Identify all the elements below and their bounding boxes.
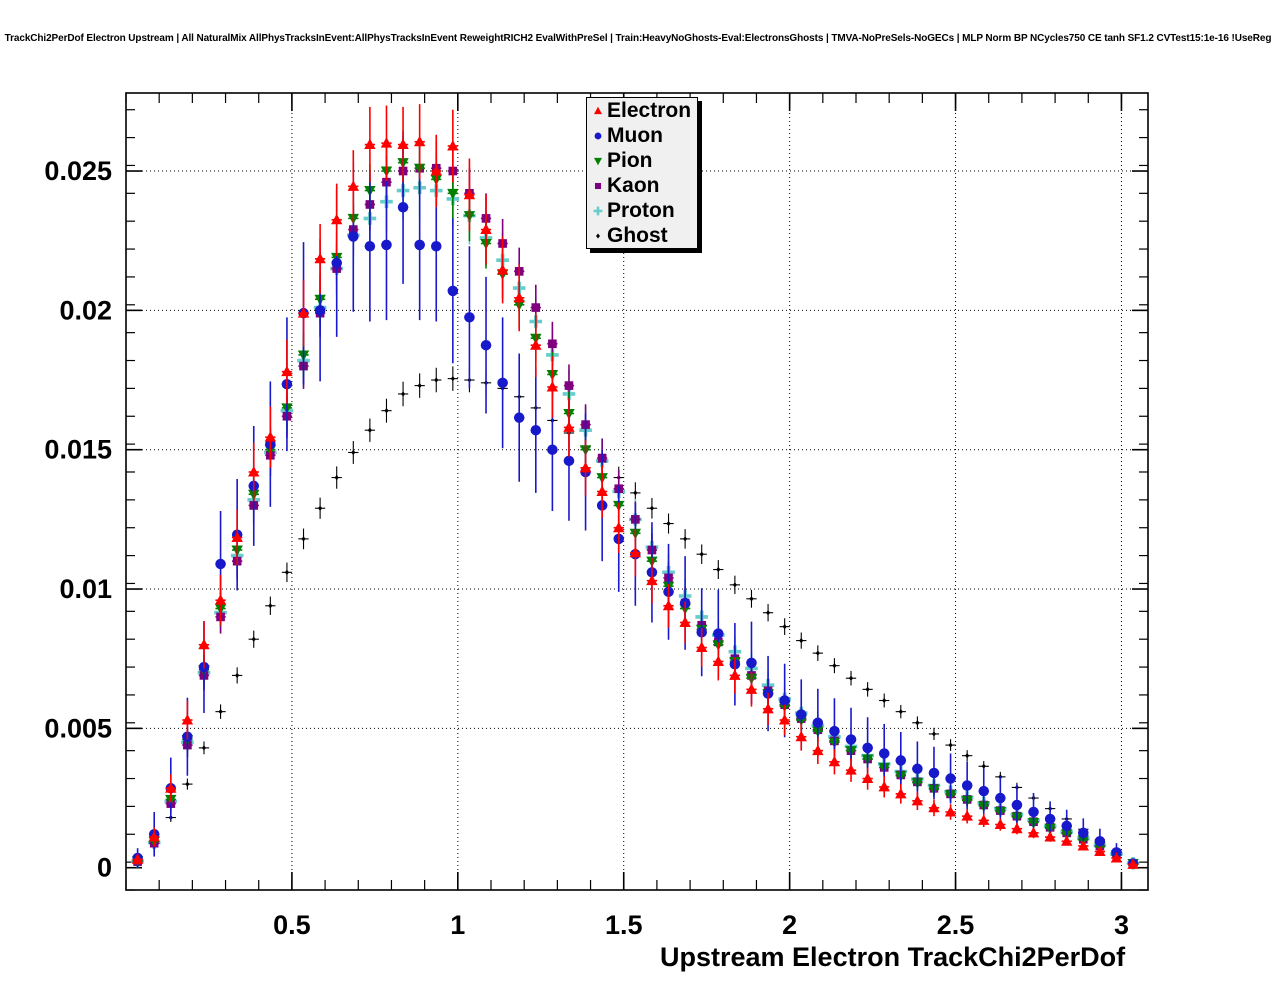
legend-item-muon[interactable]: Muon bbox=[587, 123, 697, 148]
triangle-up-icon bbox=[590, 103, 606, 119]
cross-icon bbox=[590, 203, 606, 219]
y-tick-label: 0.01 bbox=[59, 574, 112, 604]
x-tick-label: 0.5 bbox=[273, 910, 311, 940]
y-tick-label: 0.005 bbox=[44, 713, 112, 743]
legend-label: Ghost bbox=[607, 224, 668, 247]
x-tick-label: 2 bbox=[782, 910, 797, 940]
square-icon bbox=[590, 178, 606, 194]
triangle-down-icon bbox=[590, 153, 606, 169]
y-tick-label: 0.02 bbox=[59, 295, 112, 325]
legend-label: Proton bbox=[607, 199, 675, 222]
legend-label: Pion bbox=[607, 149, 653, 172]
legend: Electron Muon Pion Kaon Proton Ghost bbox=[586, 97, 698, 249]
legend-item-ghost[interactable]: Ghost bbox=[587, 223, 697, 248]
legend-label: Electron bbox=[607, 99, 692, 122]
y-tick-label: 0.015 bbox=[44, 435, 112, 465]
legend-item-kaon[interactable]: Kaon bbox=[587, 173, 697, 198]
circle-icon bbox=[590, 128, 606, 144]
x-tick-label: 1 bbox=[450, 910, 465, 940]
series-electron bbox=[131, 104, 1139, 869]
x-tick-label: 3 bbox=[1114, 910, 1129, 940]
legend-label: Muon bbox=[607, 124, 663, 147]
y-tick-label: 0.025 bbox=[44, 156, 112, 186]
legend-item-pion[interactable]: Pion bbox=[587, 148, 697, 173]
series-muon bbox=[132, 130, 1139, 869]
diamond-icon bbox=[590, 228, 606, 244]
x-axis-title: Upstream Electron TrackChi2PerDof bbox=[660, 942, 1126, 972]
plot-frame bbox=[125, 92, 1149, 891]
y-tick-label: 0 bbox=[97, 853, 112, 883]
x-tick-label: 1.5 bbox=[605, 910, 643, 940]
legend-label: Kaon bbox=[607, 174, 660, 197]
legend-item-proton[interactable]: Proton bbox=[587, 198, 697, 223]
page-title: TrackChi2PerDof Electron Upstream | All … bbox=[4, 33, 1272, 44]
x-tick-label: 2.5 bbox=[937, 910, 975, 940]
legend-item-electron[interactable]: Electron bbox=[587, 98, 697, 123]
